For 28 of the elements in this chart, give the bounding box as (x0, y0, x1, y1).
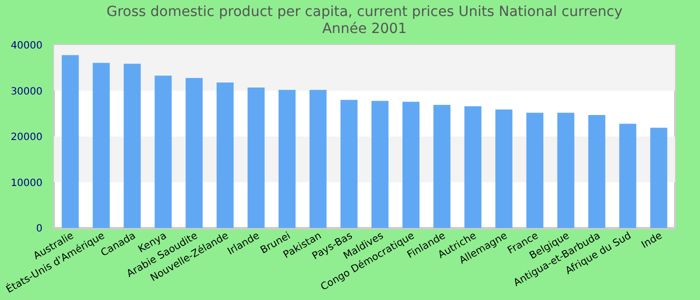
y-tick-label: 10000 (10, 178, 42, 189)
bar (278, 90, 296, 228)
bar (650, 128, 668, 228)
bar (371, 100, 389, 228)
bar (62, 55, 79, 228)
bar (92, 62, 110, 228)
y-tick-label: 40000 (10, 40, 42, 52)
bar (588, 114, 606, 228)
bar (464, 106, 482, 228)
bar (310, 90, 327, 228)
bar (124, 64, 141, 228)
bar (526, 112, 544, 228)
y-tick-label: 0 (36, 224, 42, 234)
y-tick-label: 20000 (10, 132, 42, 143)
bar (248, 88, 265, 228)
bar (557, 112, 574, 228)
bar (402, 102, 420, 228)
chart-title: Gross domestic product per capita, current prices Units National currency (106, 4, 623, 20)
x-tick-label: Inde (640, 230, 664, 251)
bar (340, 100, 358, 228)
bar (433, 104, 450, 228)
bar (216, 82, 234, 228)
chart-subtitle: Année 2001 (322, 21, 407, 37)
bar (495, 110, 512, 228)
bar (619, 124, 636, 228)
bar (186, 78, 203, 228)
bar (154, 76, 172, 228)
y-tick-label: 30000 (10, 86, 42, 98)
